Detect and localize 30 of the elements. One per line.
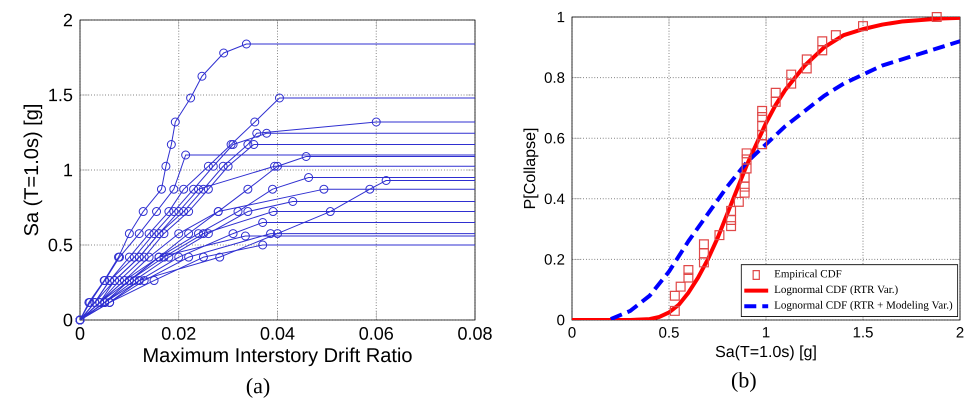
y-tick-label: 0.6 xyxy=(544,132,564,144)
y-tick-label: 0.8 xyxy=(544,72,564,83)
x-tick-label: 0 xyxy=(568,327,576,338)
y-tick-label: 1 xyxy=(558,12,564,22)
legend-label: Empirical CDF xyxy=(774,270,842,280)
text: (a) xyxy=(246,378,270,398)
x-tick-label: 1 xyxy=(762,327,770,338)
y-tick-label: 0.2 xyxy=(544,254,564,265)
y-tick-label: 2 xyxy=(64,14,72,26)
y-axis-title: P[Collapse] xyxy=(523,128,538,208)
legend-label: Lognormal CDF (RTR Var.) xyxy=(774,285,898,296)
x-axis-title: Sa(T=1.0s) [g] xyxy=(716,345,816,360)
x-tick-label: 0.06 xyxy=(359,327,393,340)
x-tick-label: 2 xyxy=(956,327,964,338)
legend-label: Lognormal CDF (RTR + Modeling Var.) xyxy=(774,300,952,311)
x-tick-label: 0 xyxy=(76,327,84,340)
x-axis-title: Maximum Interstory Drift Ratio xyxy=(144,348,412,366)
x-tick-label: 0.04 xyxy=(260,327,294,340)
x-tick-label: 1.5 xyxy=(854,327,873,338)
text: (b) xyxy=(732,372,756,392)
x-tick-label: 0.02 xyxy=(162,327,196,340)
y-tick-label: 0.5 xyxy=(48,238,72,252)
y-tick-label: 0 xyxy=(64,314,72,326)
y-tick-label: 0 xyxy=(557,314,564,326)
x-tick-label: 0.5 xyxy=(659,327,679,338)
y-tick-label: 1.5 xyxy=(49,88,72,102)
x-tick-label: 0.08 xyxy=(458,327,492,340)
y-tick-label: 1 xyxy=(64,164,72,176)
y-tick-label: 0.4 xyxy=(544,193,564,204)
y-axis-title: Sa (T=1.0s) [g] xyxy=(24,105,42,236)
